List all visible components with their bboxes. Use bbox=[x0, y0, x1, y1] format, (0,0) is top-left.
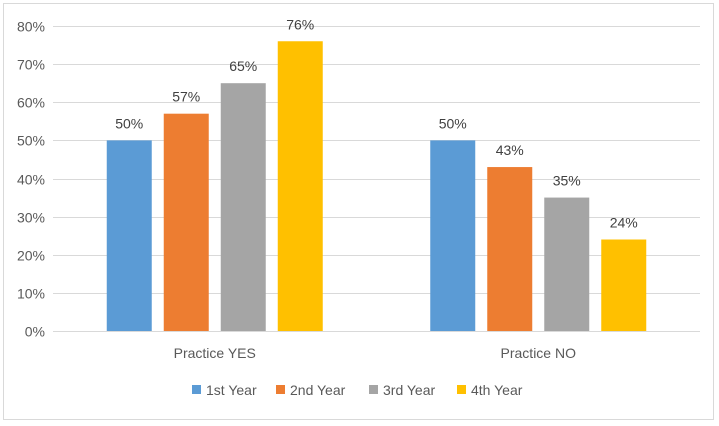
y-axis-ticks: 0% 10% 20% 30% 40% 50% 60% 70% 80% bbox=[17, 19, 45, 340]
bar bbox=[430, 140, 476, 331]
legend-label: 3rd Year bbox=[383, 382, 435, 398]
data-label: 43% bbox=[496, 142, 524, 158]
y-tick-label: 10% bbox=[17, 286, 45, 302]
bar bbox=[487, 167, 533, 331]
bar bbox=[601, 239, 647, 331]
data-label: 65% bbox=[229, 58, 257, 74]
bar bbox=[106, 140, 152, 331]
y-tick-label: 20% bbox=[17, 248, 45, 264]
legend-label: 4th Year bbox=[471, 382, 523, 398]
gridlines bbox=[53, 26, 700, 332]
data-label: 50% bbox=[439, 115, 467, 131]
legend-swatch bbox=[369, 385, 378, 394]
y-tick-label: 0% bbox=[25, 324, 45, 340]
y-tick-label: 50% bbox=[17, 133, 45, 149]
legend-item: 2nd Year bbox=[276, 382, 346, 398]
bar bbox=[163, 113, 209, 331]
data-label: 57% bbox=[172, 89, 200, 105]
y-tick-label: 80% bbox=[17, 19, 45, 35]
legend-swatch bbox=[457, 385, 466, 394]
bar bbox=[220, 83, 266, 331]
bars bbox=[106, 41, 647, 331]
legend-swatch bbox=[192, 385, 201, 394]
data-label: 24% bbox=[610, 215, 638, 231]
legend-item: 3rd Year bbox=[369, 382, 435, 398]
legend-item: 1st Year bbox=[192, 382, 257, 398]
y-tick-label: 70% bbox=[17, 57, 45, 73]
legend: 1st Year 2nd Year 3rd Year 4th Year bbox=[192, 382, 523, 398]
y-tick-label: 60% bbox=[17, 95, 45, 111]
y-tick-label: 30% bbox=[17, 210, 45, 226]
data-label: 76% bbox=[286, 16, 314, 32]
legend-label: 2nd Year bbox=[290, 382, 346, 398]
legend-label: 1st Year bbox=[206, 382, 257, 398]
data-label: 50% bbox=[115, 115, 143, 131]
bar bbox=[544, 197, 590, 331]
data-label: 35% bbox=[553, 173, 581, 189]
legend-swatch bbox=[276, 385, 285, 394]
y-tick-label: 40% bbox=[17, 172, 45, 188]
data-labels: 50% 57% 65% 76% 50% 43% 35% 24% bbox=[115, 16, 638, 230]
x-category-label: Practice YES bbox=[174, 345, 256, 361]
x-axis-categories: Practice YES Practice NO bbox=[174, 345, 576, 361]
legend-item: 4th Year bbox=[457, 382, 523, 398]
x-category-label: Practice NO bbox=[501, 345, 577, 361]
bar bbox=[277, 41, 323, 331]
